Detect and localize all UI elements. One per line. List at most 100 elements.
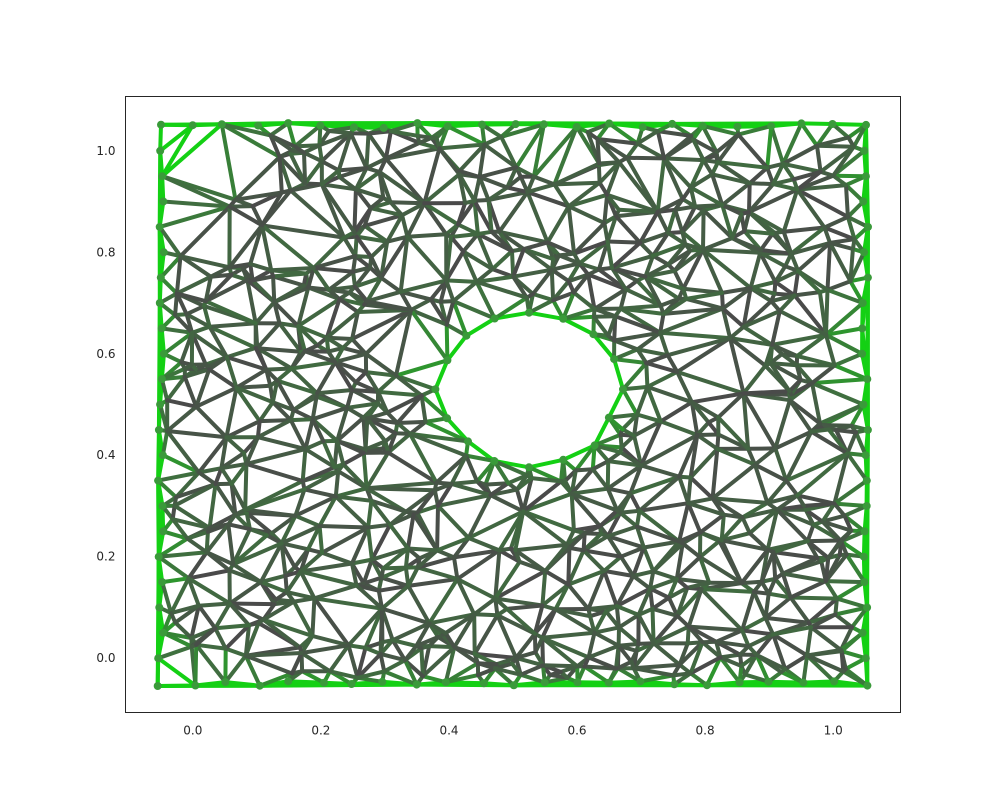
mesh-edge xyxy=(260,223,346,240)
mesh-edge xyxy=(606,387,625,420)
mesh-edge xyxy=(393,431,413,436)
mesh-edge xyxy=(455,577,477,617)
mesh-edge xyxy=(315,388,355,396)
mesh-edge xyxy=(482,134,504,147)
mesh-edge xyxy=(698,512,726,535)
mesh-node xyxy=(861,451,870,460)
mesh-edge xyxy=(728,336,768,368)
mesh-edge xyxy=(346,643,360,680)
mesh-edge xyxy=(571,290,597,311)
mesh-edge xyxy=(419,393,428,424)
mesh-edge xyxy=(650,606,656,646)
mesh-edge xyxy=(592,432,623,448)
mesh-edge xyxy=(182,367,212,379)
mesh-edge xyxy=(559,479,574,496)
mesh-edge xyxy=(390,638,419,648)
mesh-edge xyxy=(193,642,199,688)
mesh-edge xyxy=(784,478,800,498)
mesh-edge xyxy=(161,630,194,640)
mesh-node xyxy=(347,680,356,688)
mesh-edge xyxy=(773,429,814,451)
mesh-edge xyxy=(763,595,793,620)
mesh-edge xyxy=(577,261,601,272)
mesh-edge xyxy=(340,337,355,350)
mesh-edge xyxy=(700,123,719,155)
mesh-edge xyxy=(618,287,628,311)
mesh-edge xyxy=(385,234,410,244)
mesh-edge xyxy=(233,154,282,202)
mesh-node xyxy=(604,678,613,687)
mesh-edge xyxy=(606,412,640,420)
mesh-edge xyxy=(531,124,579,179)
mesh-node xyxy=(573,678,582,687)
mesh-edge xyxy=(499,122,546,139)
mesh-edge xyxy=(618,545,646,559)
mesh-edge xyxy=(632,412,640,438)
mesh-edge xyxy=(716,415,751,451)
mesh-edge xyxy=(296,324,329,340)
mesh-edge xyxy=(688,185,698,209)
mesh-edge xyxy=(224,355,269,372)
mesh-edge xyxy=(170,503,177,522)
mesh-edge xyxy=(596,239,610,272)
mesh-edge xyxy=(190,330,229,360)
mesh-edge xyxy=(658,296,681,308)
mesh-edge xyxy=(566,180,602,209)
mesh-edge xyxy=(172,503,212,531)
mesh-edge xyxy=(488,493,526,514)
mesh-edge xyxy=(160,576,191,585)
mesh-edge xyxy=(160,453,201,475)
mesh-edge xyxy=(612,347,640,362)
mesh-edge xyxy=(378,606,384,645)
mesh-node xyxy=(863,425,872,434)
mesh-edge xyxy=(351,265,373,274)
mesh-edge xyxy=(286,121,297,149)
mesh-edge xyxy=(224,355,239,390)
mesh-edge xyxy=(202,304,212,329)
mesh-node xyxy=(490,314,499,323)
mesh-edge xyxy=(634,524,682,544)
mesh-edge xyxy=(319,131,353,164)
mesh-edge xyxy=(783,653,810,671)
mesh-edge xyxy=(279,541,311,552)
mesh-edge xyxy=(759,579,771,596)
mesh-edge xyxy=(845,451,869,483)
mesh-edge xyxy=(710,172,752,186)
mesh-edge xyxy=(758,248,794,256)
mesh-node xyxy=(412,680,421,689)
mesh-edge xyxy=(335,438,366,455)
mesh-edge xyxy=(190,324,212,335)
mesh-edge xyxy=(612,357,625,392)
mesh-edge xyxy=(716,391,746,420)
mesh-edge xyxy=(728,336,775,347)
mesh-edge xyxy=(618,510,639,529)
mesh-edge xyxy=(492,459,529,478)
mesh-edge xyxy=(628,474,682,496)
mesh-edge xyxy=(427,621,448,636)
mesh-edge xyxy=(686,624,745,633)
mesh-edge xyxy=(369,546,410,562)
mesh-edge xyxy=(791,169,823,182)
mesh-edge xyxy=(158,254,183,280)
mesh-edge xyxy=(466,493,493,540)
mesh-edge xyxy=(788,579,828,600)
mesh-edge xyxy=(324,335,345,350)
mesh-edge xyxy=(674,555,702,581)
mesh-edge xyxy=(618,508,642,515)
mesh-edge xyxy=(311,266,356,274)
mesh-edge xyxy=(310,417,340,443)
mesh-edge xyxy=(720,286,753,311)
mesh-edge xyxy=(302,150,324,164)
mesh-edge xyxy=(743,672,771,684)
mesh-edge xyxy=(324,335,355,341)
mesh-node xyxy=(511,120,520,129)
mesh-edge xyxy=(382,658,407,674)
mesh-edge xyxy=(863,453,869,483)
mesh-edge xyxy=(156,478,179,500)
mesh-node xyxy=(862,476,871,485)
mesh-edge xyxy=(451,299,469,338)
mesh-edge xyxy=(824,301,865,337)
mesh-node xyxy=(860,146,869,155)
mesh-edge xyxy=(227,204,264,228)
mesh-edge xyxy=(710,446,720,501)
